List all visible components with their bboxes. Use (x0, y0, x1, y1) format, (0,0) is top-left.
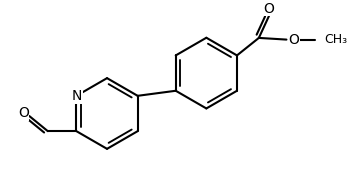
Text: O: O (18, 106, 29, 120)
Text: N: N (71, 89, 82, 103)
Text: O: O (289, 33, 299, 47)
Text: O: O (263, 2, 274, 16)
Text: CH₃: CH₃ (324, 33, 347, 46)
